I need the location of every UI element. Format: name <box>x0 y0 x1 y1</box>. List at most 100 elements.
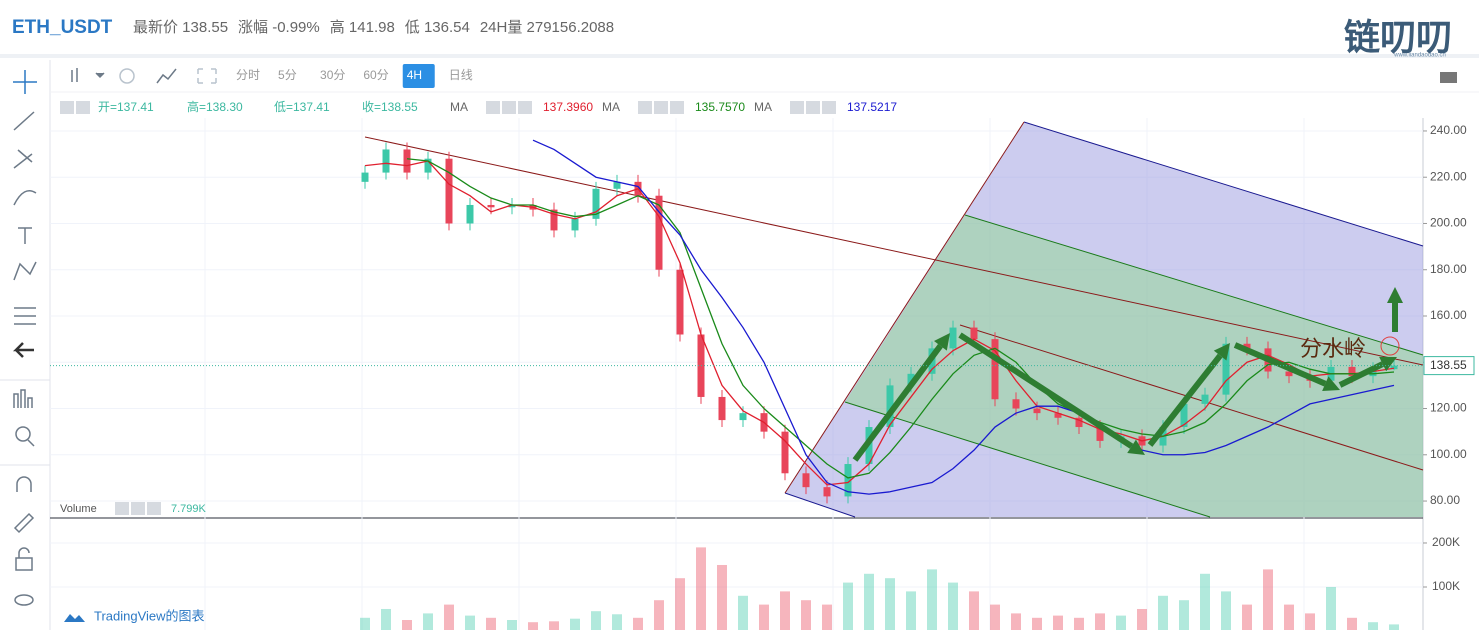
volume-bar <box>423 613 433 631</box>
volume-bar <box>612 614 622 631</box>
candle-body <box>949 327 957 349</box>
y-tick-label: 180.00 <box>1430 262 1467 276</box>
candle-body <box>970 327 978 340</box>
y-tick-label: 160.00 <box>1430 308 1467 322</box>
candle-body <box>907 373 915 386</box>
interval[interactable]: 4H <box>407 68 422 82</box>
candle-body <box>1243 343 1251 349</box>
volume-bar <box>549 621 559 631</box>
legend-btn <box>790 101 804 114</box>
candle-body <box>1012 399 1020 409</box>
candle-body <box>487 204 495 208</box>
volume-bar <box>1284 604 1294 631</box>
volume-bar <box>1179 600 1189 631</box>
candle-body <box>1201 394 1209 404</box>
stat: 低 136.54 <box>405 19 470 36</box>
ma-name: MA <box>602 100 620 114</box>
volume-bar <box>1305 613 1315 631</box>
candle-body <box>382 149 390 173</box>
volume-bar <box>1263 569 1273 631</box>
arrow-head <box>1322 376 1340 392</box>
volume-bar <box>759 604 769 631</box>
volume-bar <box>1221 591 1231 631</box>
v-tick-label: 200K <box>1432 535 1460 549</box>
arrows <box>852 287 1403 462</box>
volume-bar <box>948 582 958 631</box>
legend-btn <box>76 101 90 114</box>
ohlc: 收=138.55 <box>362 100 418 114</box>
candle-body <box>361 172 369 182</box>
interval[interactable]: 5分 <box>278 68 297 82</box>
candle-body <box>403 149 411 173</box>
ma-line <box>532 139 1395 495</box>
candle-body <box>781 431 789 474</box>
volume-bar <box>1116 615 1126 631</box>
legend-btn <box>131 502 145 515</box>
volume-bar <box>444 604 454 631</box>
volume-bar <box>1011 613 1021 631</box>
logo: 链叨叨 <box>1344 17 1452 58</box>
volume-bar <box>570 618 580 631</box>
arrow-shaft <box>1147 353 1223 447</box>
ma-line <box>406 158 1395 479</box>
volume-bar <box>864 573 874 631</box>
volume-bar <box>465 615 475 631</box>
interval[interactable]: 60分 <box>363 68 388 82</box>
ma-value: 137.5217 <box>847 100 897 114</box>
volume-bar <box>927 569 937 631</box>
volume-bar <box>528 622 538 631</box>
volume-bar <box>1137 608 1147 631</box>
volume-bar <box>717 564 727 631</box>
candle-body <box>1096 427 1104 441</box>
legend-btn <box>502 101 516 114</box>
volume-bar <box>1347 617 1357 631</box>
stat: 涨幅 -0.99% <box>238 19 320 36</box>
y-tick-label: 220.00 <box>1430 169 1467 183</box>
volume-bar <box>822 604 832 631</box>
volume-bar <box>1095 613 1105 631</box>
volume-value: 7.799K <box>171 503 207 515</box>
stat: 最新价 138.55 <box>133 19 228 36</box>
volume-bar <box>675 578 685 631</box>
ohlc: 开=137.41 <box>98 100 154 114</box>
candle-body <box>1285 371 1293 377</box>
candle-body <box>739 413 747 421</box>
volume-bar <box>486 617 496 631</box>
legend-btn <box>518 101 532 114</box>
interval-active <box>402 64 435 88</box>
arrow-head <box>1379 356 1397 372</box>
candle-body <box>613 181 621 189</box>
candle-body <box>886 385 894 428</box>
ma-value: 135.7570 <box>695 100 745 114</box>
volume-bar <box>654 600 664 631</box>
interval[interactable]: 30分 <box>320 68 345 82</box>
interval[interactable]: 日线 <box>449 68 473 82</box>
legend-btn <box>115 502 129 515</box>
ma-line <box>364 160 1395 486</box>
volume-bar <box>843 582 853 631</box>
volume-bar <box>402 619 412 631</box>
y-tick-label: 80.00 <box>1430 493 1460 507</box>
ohlc: 高=138.30 <box>187 99 243 114</box>
interval[interactable]: 分时 <box>236 68 260 82</box>
arrow-head <box>1213 343 1230 361</box>
arrow-shaft <box>1233 342 1327 387</box>
volume-bar <box>990 604 1000 631</box>
volume-bar <box>696 547 706 631</box>
volume-bar <box>1326 586 1336 631</box>
volume-bar <box>1074 617 1084 631</box>
ma-name: MA <box>450 100 468 114</box>
legend-btn <box>806 101 820 114</box>
volume-bar <box>381 608 391 631</box>
candle-body <box>1369 369 1377 377</box>
candle-body <box>1054 413 1062 418</box>
candle-body <box>1390 365 1398 370</box>
volume-bar <box>507 619 517 631</box>
last-price-box <box>1423 356 1475 376</box>
watermark-icon <box>64 614 85 622</box>
arrow-head <box>1127 439 1145 455</box>
candle-body <box>1033 408 1041 414</box>
volume-bar <box>591 611 601 631</box>
